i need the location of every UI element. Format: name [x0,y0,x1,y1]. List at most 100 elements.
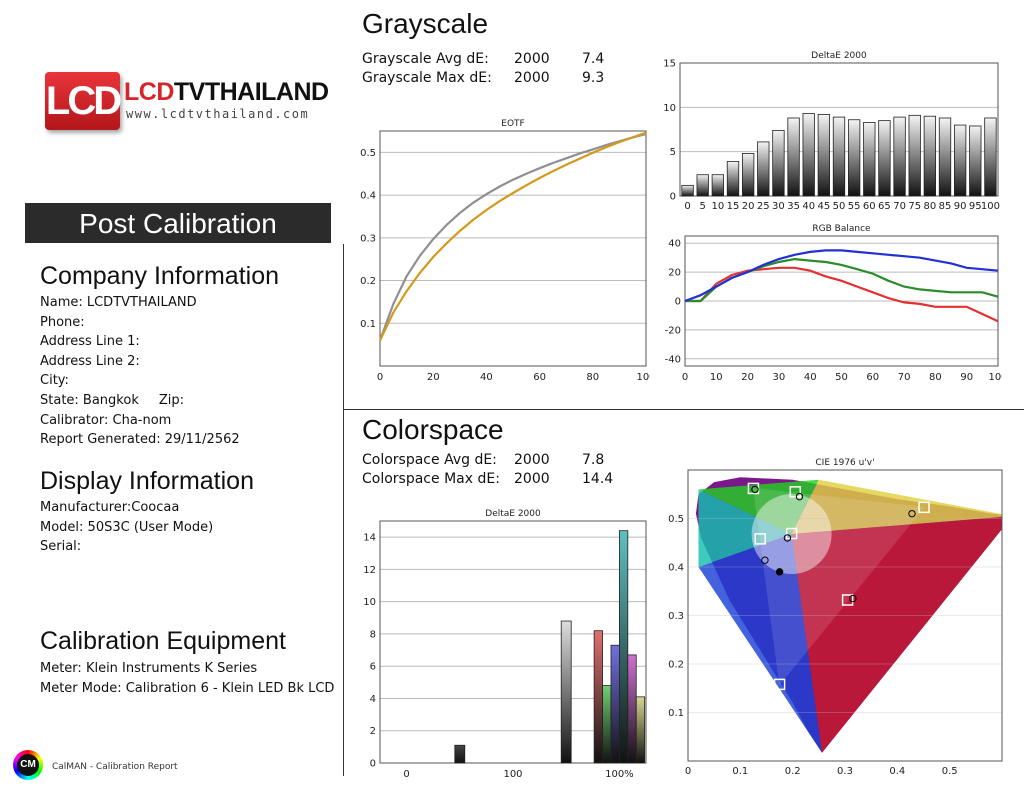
gs-de-x-tick-label: 45 [817,201,830,212]
gs-de-bar [711,174,725,197]
cs-de-bar [627,654,637,764]
cs-de-bar [635,696,646,764]
gs-de-bar [772,129,785,197]
eotf-series-line-1 [379,131,647,341]
gs-de-y-tick-label: 0 [670,192,676,203]
gs-de-bar [969,125,982,197]
display-serial: Serial: [40,539,82,555]
colorspace-avg-std: 2000 [514,452,550,468]
cs-de-plot-frame [379,520,647,764]
cie-measured-marker [761,556,769,564]
gs-de-y-tick-label: 10 [663,103,676,114]
gs-de-bar [681,184,694,197]
gs-de-bar [938,117,952,197]
rgb-x-tick-label: 40 [804,372,817,383]
gs-de-x-tick-label: 60 [863,201,876,212]
cs-de-y-tick-label: 12 [363,565,376,576]
rgb-balance-chart: RGB Balance -40 -20 0 20 40 0 10 20 30 40 50 60 70 80 9… [665,224,1002,383]
gs-de-x-tick-label: 50 [833,201,846,212]
cs-de-y-tick-label: 14 [363,533,376,544]
colorspace-max-row: Colorspace Max dE: 2000 14.4 [362,471,642,489]
gs-de-x-tick-label: 90 [954,201,967,212]
cie-x-tick-label: 0.4 [889,766,905,777]
eotf-chart: EOTF 0.1 0.2 0.3 0.4 0.5 0 20 40 60 80 100 [360,119,650,383]
gs-de-x-tick-label: 0 [684,201,690,212]
gs-de-bar [863,122,876,197]
gs-de-x-tick-label: 100 [981,201,1000,212]
company-zip: Zip: [158,392,185,408]
eotf-x-tick-label: 0 [377,372,383,383]
rgb-x-tick-label: 20 [741,372,754,383]
cs-de-bar [602,685,612,764]
rgb-x-tick-label: 90 [960,372,973,383]
cie-y-tick-label: 0.3 [668,611,684,622]
cie-x-tick-label: 0.2 [785,766,801,777]
cs-de-chart-title: DeltaE 2000 [485,509,541,519]
cie-x-tick-label: 0 [685,766,691,777]
gs-de-bar [696,174,709,197]
cie-target-marker [789,486,802,498]
cie-target-marker [773,678,786,691]
gs-de-x-tick-label: 70 [893,201,906,212]
equipment-meter-mode: Meter Mode: Calibration 6 - Klein LED Bk… [40,680,335,696]
cie-measured-marker [795,492,804,501]
cie-target-marker [918,501,930,514]
cs-de-bar [610,644,620,764]
display-info-list: Manufacturer:Coocaa Model: 50S3C (User M… [40,498,213,557]
gs-de-bar [984,117,997,197]
cie-plot-frame [687,469,1003,762]
cie-color-fan [698,534,822,753]
eotf-y-tick-label: 0.2 [360,276,376,287]
rgb-series-line-0 [685,266,999,323]
gs-de-bar [726,161,740,197]
lcd-logo-badge: LCD [45,72,122,130]
grayscale-avg-value: 7.4 [582,51,605,67]
eotf-x-tick-label: 20 [427,372,440,383]
colorspace-title: Colorspace [362,414,504,445]
rgb-x-tick-label: 50 [835,372,848,383]
gs-de-x-tick-label: 80 [923,201,936,212]
cs-de-y-tick-label: 8 [370,629,376,640]
company-info-heading: Company Information [40,262,280,290]
cs-de-x-tick-label: 100% [605,769,634,780]
gs-de-x-tick-label: 30 [772,201,785,212]
rgb-x-tick-label: 80 [929,372,942,383]
rgb-x-tick-label: 60 [866,372,879,383]
eotf-chart-title: EOTF [501,119,524,129]
display-manufacturer: Manufacturer:Coocaa [40,500,180,515]
cs-de-bar [454,744,466,764]
display-model: Model: 50S3C (User Mode) [40,519,214,535]
cie-target-marker [785,527,798,540]
cs-de-y-tick-label: 2 [370,726,376,737]
gs-de-x-tick-label: 85 [939,201,952,212]
cie-y-tick-label: 0.1 [668,708,684,719]
colorspace-avg-label: Colorspace Avg dE: [362,452,497,468]
logo-wordmark-red: LCD [124,78,174,106]
grayscale-max-row: Grayscale Max dE: 2000 9.3 [362,70,642,88]
rgb-y-tick-label: -20 [665,325,681,336]
company-state-value: State: Bangkok [40,392,139,408]
eotf-x-tick-label: 40 [480,372,493,383]
eotf-y-tick-label: 0.3 [360,233,376,244]
gs-de-bar [817,114,831,197]
company-state: State: Bangkok Zip: [40,391,240,411]
gs-de-x-tick-label: 5 [700,201,706,212]
grayscale-title: Grayscale [362,8,489,39]
eotf-y-tick-label: 0.1 [360,319,376,330]
gs-de-x-tick-label: 10 [711,201,724,212]
cs-de-x-tick-label: 0 [403,769,409,780]
company-info-list: Name: LCDTVTHAILAND Phone: Address Line … [40,293,240,450]
rgb-y-tick-label: -40 [665,354,681,365]
gs-de-x-tick-label: 65 [878,201,891,212]
eotf-x-tick-label: 80 [586,372,599,383]
grayscale-avg-std: 2000 [514,51,550,67]
cs-de-bar [560,620,572,764]
logo-wordmark-dark: TVTHAILAND [173,78,329,106]
cie-measured-marker [849,594,857,603]
gs-de-x-tick-label: 20 [742,201,755,212]
gs-de-bar [741,153,755,197]
cie-target-marker [841,594,854,606]
rgb-y-tick-label: 40 [668,239,681,250]
cs-de-y-tick-label: 0 [370,759,376,770]
cie-target-marker [754,533,766,545]
